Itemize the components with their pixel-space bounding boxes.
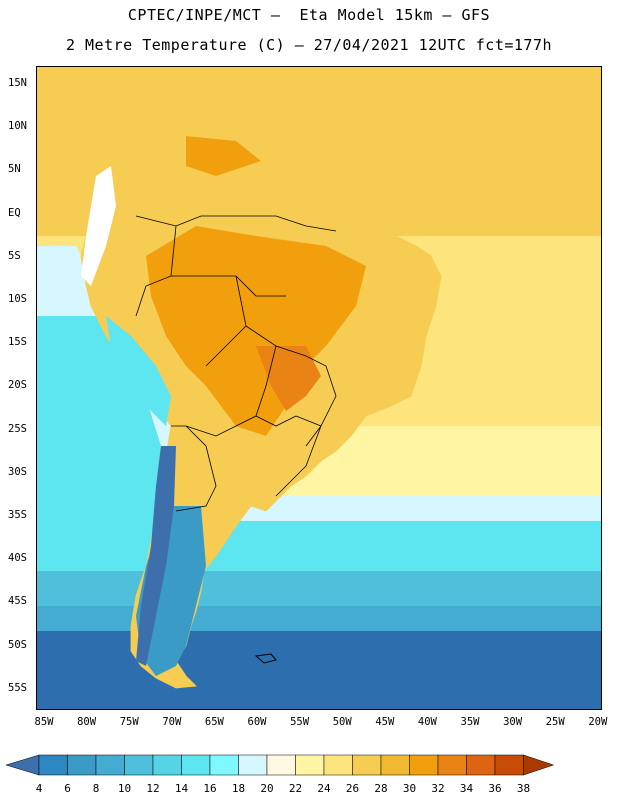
latitude-label: 5N [8,163,21,176]
temperature-map [36,66,602,710]
latitude-label: 45S [8,595,27,608]
colorbar-label: 12 [146,782,160,795]
latitude-label: 50S [8,638,27,651]
longitude-label: 70W [162,716,182,728]
colorbar-swatch [95,754,125,776]
colorbar-label: 20 [260,782,274,795]
longitude-label: 40W [417,716,437,728]
latitude-label: 15S [8,336,27,349]
colorbar-label: 26 [345,782,360,795]
colorbar-swatch [209,754,239,776]
colorbar-swatch [494,754,524,776]
colorbar-label: 30 [402,782,417,795]
colorbar-swatch [181,754,211,776]
colorbar-swatch [38,754,68,776]
longitude-label: 60W [247,716,267,728]
colorbar-swatch [409,754,439,776]
andes-snow-line [81,166,116,286]
latitude-label: 20S [8,379,27,392]
latitude-label: 10S [8,293,27,305]
falkland-islands [254,653,277,664]
colorbar-label: 8 [92,782,100,795]
longitude-label: 65W [204,716,224,728]
colorbar-label: 22 [288,782,303,795]
colorbar-label: 6 [64,782,71,795]
venezuela-hot [186,136,261,176]
colorbar-swatch [437,754,467,776]
colorbar-label: 14 [174,782,189,795]
latitude-label: 30S [8,465,27,478]
longitude-label: 25W [545,716,565,728]
colorbar-swatch [352,754,382,776]
colorbar-swatch [67,754,97,776]
amazon-hot-region [146,226,366,436]
map-frame [36,66,602,710]
colorbar-swatch [124,754,154,776]
colorbar-label: 28 [374,782,388,795]
longitude-label: 20W [588,716,608,728]
ocean-band-cold-2 [36,571,602,611]
chart-subtitle: 2 Metre Temperature (C) – 27/04/2021 12U… [65,36,553,54]
longitude-label: 45W [375,716,395,728]
colorbar-label: 18 [231,782,246,795]
latitude-label: 35S [8,509,27,521]
colorbar-swatch [466,754,496,776]
andes-highland-north [106,316,171,426]
longitude-label: 75W [119,716,139,728]
colorbar-label: 32 [431,782,445,795]
andes-cold-ridge [136,446,176,666]
longitude-label: 35W [460,716,480,728]
colorbar-arrow-low [6,754,40,776]
latitude-label: 55S [8,681,27,694]
chart-title: CPTEC/INPE/MCT – Eta Model 15km – GFS [127,6,491,24]
ocean-band-deep [36,631,602,710]
latitude-label: 40S [8,552,27,565]
colorbar-label: 4 [35,782,43,795]
longitude-label: 55W [290,716,310,728]
colorbar-swatch [266,754,296,776]
latitude-label: 25S [8,422,27,435]
colorbar-arrow-high [523,754,555,776]
colorbar-label: 16 [203,782,217,795]
longitude-label: 85W [34,716,54,728]
colorbar-label: 34 [459,782,474,795]
colorbar-swatch [323,754,353,776]
latitude-label: EQ [8,206,21,219]
longitude-label: 30W [503,716,523,728]
country-borders [135,215,337,512]
latitude-label: 10N [8,120,27,133]
longitude-label: 80W [77,716,97,728]
colorbar [6,754,555,776]
latitude-label: 15N [8,77,27,89]
colorbar-label: 36 [488,782,502,795]
colorbar-label: 38 [516,782,531,795]
colorbar-swatch [152,754,182,776]
colorbar-label: 24 [317,782,331,795]
colorbar-swatch [238,754,268,776]
colorbar-swatch [295,754,325,776]
latitude-label: 5S [8,249,21,262]
longitude-label: 50W [332,716,352,728]
colorbar-swatch [380,754,410,776]
colorbar-label: 10 [117,782,132,795]
